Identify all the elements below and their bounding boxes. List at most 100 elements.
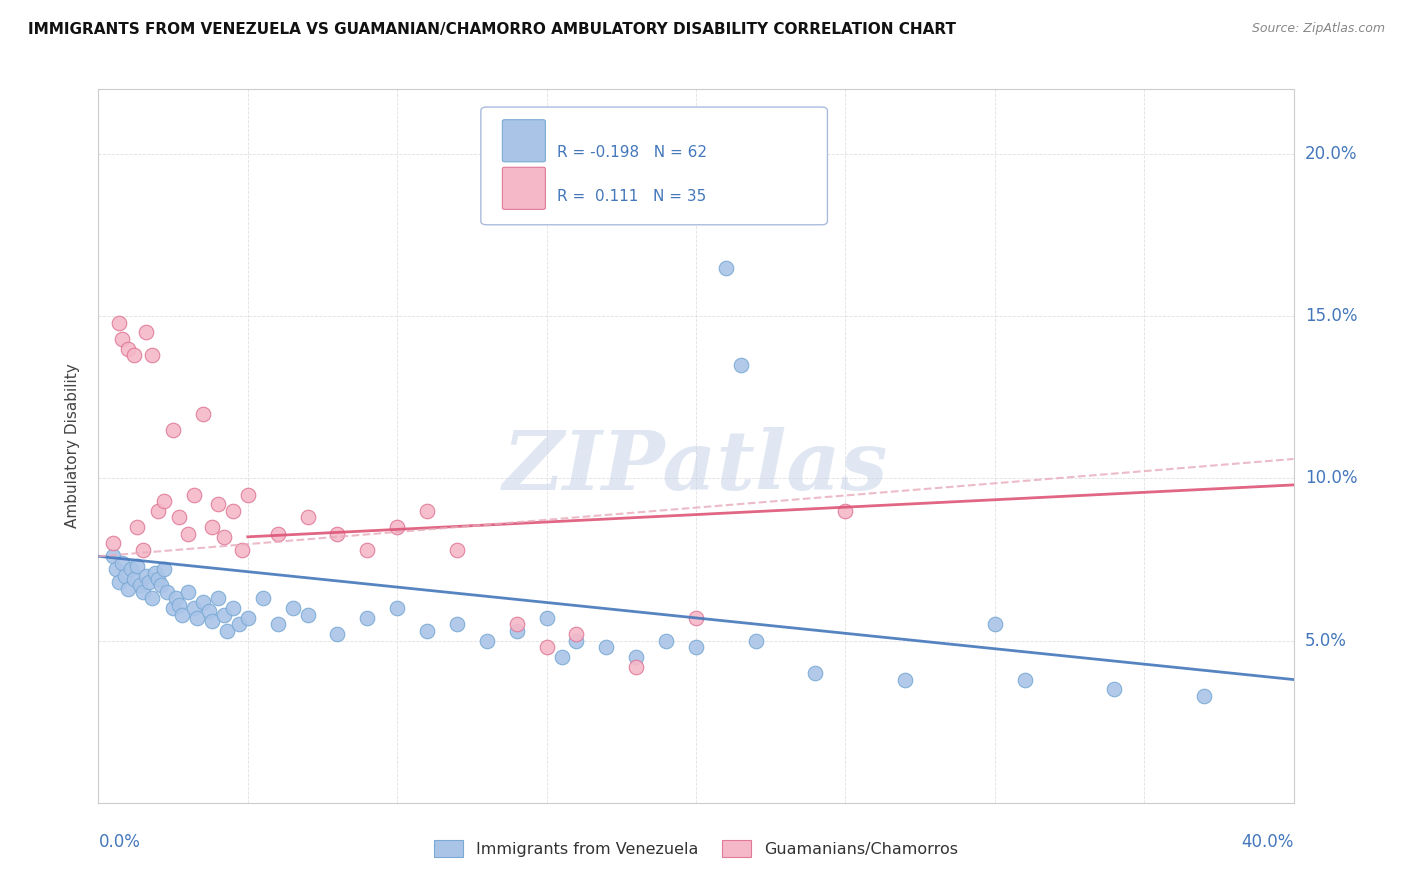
Point [150, 578, 173, 592]
Point [834, 504, 856, 518]
Point [536, 611, 558, 625]
Point [108, 316, 131, 330]
Point [148, 504, 170, 518]
Text: IMMIGRANTS FROM VENEZUELA VS GUAMANIAN/CHAMORRO AMBULATORY DISABILITY CORRELATIO: IMMIGRANTS FROM VENEZUELA VS GUAMANIAN/C… [28, 22, 956, 37]
Point [565, 633, 588, 648]
Point [162, 601, 184, 615]
Point [267, 617, 290, 632]
Point [506, 624, 529, 638]
Point [475, 633, 498, 648]
Point [103, 549, 125, 564]
Text: R = -0.198   N = 62: R = -0.198 N = 62 [557, 145, 707, 161]
Point [714, 260, 737, 275]
Legend: Immigrants from Venezuela, Guamanians/Chamorros: Immigrants from Venezuela, Guamanians/Ch… [427, 834, 965, 863]
Point [984, 617, 1007, 632]
Point [506, 617, 529, 632]
Point [201, 614, 224, 628]
Point [117, 582, 139, 596]
Point [626, 649, 648, 664]
Point [111, 332, 134, 346]
Text: 40.0%: 40.0% [1241, 833, 1294, 851]
FancyBboxPatch shape [481, 107, 828, 225]
Point [222, 601, 245, 615]
Point [177, 526, 200, 541]
Point [177, 585, 200, 599]
FancyBboxPatch shape [502, 168, 546, 210]
Point [565, 627, 588, 641]
Text: Source: ZipAtlas.com: Source: ZipAtlas.com [1251, 22, 1385, 36]
Point [153, 562, 176, 576]
Text: 15.0%: 15.0% [1305, 307, 1357, 326]
Point [143, 566, 166, 580]
Point [745, 633, 768, 648]
Point [201, 520, 224, 534]
Point [120, 562, 142, 576]
Point [114, 568, 136, 582]
Point [198, 604, 221, 618]
Point [446, 542, 468, 557]
Point [1014, 673, 1036, 687]
Point [326, 526, 349, 541]
Point [148, 572, 170, 586]
Point [111, 556, 134, 570]
Point [138, 575, 160, 590]
Point [550, 649, 572, 664]
Point [212, 607, 235, 622]
Point [135, 568, 157, 582]
Point [167, 510, 190, 524]
Point [117, 342, 139, 356]
Point [536, 640, 558, 654]
Point [132, 585, 155, 599]
Point [1104, 682, 1126, 697]
Point [135, 326, 157, 340]
Text: ZIPatlas: ZIPatlas [503, 427, 889, 508]
Point [207, 591, 229, 606]
Point [626, 659, 648, 673]
Point [446, 617, 468, 632]
Point [167, 598, 190, 612]
Point [236, 488, 259, 502]
Text: 0.0%: 0.0% [98, 833, 141, 851]
Point [385, 520, 409, 534]
Point [191, 595, 214, 609]
Text: 5.0%: 5.0% [1305, 632, 1347, 649]
Point [127, 559, 149, 574]
Point [236, 611, 259, 625]
Point [385, 601, 409, 615]
Point [416, 624, 439, 638]
Point [267, 526, 290, 541]
Point [228, 617, 250, 632]
Point [141, 348, 163, 362]
Point [186, 611, 208, 625]
Point [326, 627, 349, 641]
Point [804, 666, 827, 681]
Text: R =  0.111   N = 35: R = 0.111 N = 35 [557, 189, 707, 204]
Point [105, 562, 128, 576]
Point [165, 591, 187, 606]
Point [124, 572, 146, 586]
Point [655, 633, 678, 648]
Point [127, 520, 149, 534]
Point [124, 348, 146, 362]
Point [730, 358, 752, 372]
Point [156, 585, 179, 599]
Point [356, 542, 378, 557]
Point [212, 530, 235, 544]
Point [595, 640, 617, 654]
Point [297, 607, 319, 622]
Point [183, 488, 205, 502]
Point [685, 640, 707, 654]
Point [416, 504, 439, 518]
Point [207, 497, 229, 511]
Point [191, 407, 214, 421]
Point [1192, 689, 1215, 703]
Point [162, 423, 184, 437]
Point [129, 578, 152, 592]
Text: 20.0%: 20.0% [1305, 145, 1357, 163]
Point [356, 611, 378, 625]
Point [132, 542, 155, 557]
Point [281, 601, 304, 615]
Point [108, 575, 131, 590]
Point [141, 591, 163, 606]
Point [153, 494, 176, 508]
